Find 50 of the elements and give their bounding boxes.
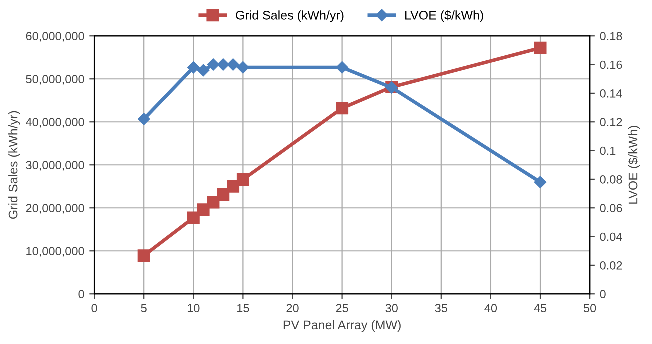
point	[534, 176, 547, 188]
x-tick-label: 25	[336, 304, 348, 313]
y2-tick-label: 0.1	[600, 146, 616, 156]
y2-tick-label: 0.14	[600, 89, 622, 98]
y-tick-label: 30,000,000	[26, 161, 84, 171]
point	[336, 102, 349, 115]
y2-tick-label: 0	[600, 290, 606, 299]
point	[188, 62, 200, 74]
x-tick-label: 40	[484, 304, 498, 313]
y2-tick-label: 0.16	[600, 60, 622, 70]
x-axis-title: PV Panel Array (MW)	[284, 320, 401, 332]
y2-axis-title: LVOE ($/kWh)	[628, 126, 640, 204]
x-tick-label: 20	[286, 304, 299, 313]
legend-label: Grid Sales (kWh/yr)	[236, 10, 344, 22]
y-tick-label: 40,000,000	[26, 118, 84, 128]
point	[227, 180, 240, 193]
point	[336, 62, 348, 74]
y-tick-label: 10,000,000	[26, 247, 84, 257]
x-tick-label: 0	[92, 304, 98, 313]
x-tick-label: 45	[534, 304, 547, 313]
y2-tick-label: 0.08	[600, 175, 622, 184]
y2-tick-label: 0.06	[600, 204, 622, 213]
x-tick-label: 50	[584, 304, 596, 313]
point	[217, 58, 230, 71]
y-tick-label: 0	[78, 290, 84, 299]
point	[237, 62, 250, 74]
x-tick-label: 35	[435, 304, 448, 313]
x-tick-label: 5	[141, 304, 147, 313]
y-axis-title: Grid Sales (kWh/yr)	[8, 111, 20, 220]
point	[197, 204, 210, 216]
point	[138, 113, 150, 126]
y-tick-label: 20,000,000	[26, 204, 84, 214]
x-tick-label: 10	[188, 304, 200, 313]
x-tick-label: 30	[386, 304, 398, 313]
point	[197, 64, 210, 77]
point	[138, 250, 150, 262]
legend-label: LVOE ($/kWh)	[406, 10, 484, 22]
point	[534, 42, 547, 54]
y-tick-label: 50,000,000	[26, 75, 84, 85]
y2-tick-label: 0.12	[600, 118, 622, 127]
point	[227, 58, 240, 71]
x-tick-label: 15	[238, 304, 250, 313]
y2-tick-label: 0.02	[600, 261, 622, 270]
point	[236, 173, 250, 186]
y-tick-label: 60,000,000	[26, 32, 84, 42]
y2-tick-label: 0.04	[600, 232, 622, 242]
point	[187, 212, 200, 224]
y2-tick-label: 0.18	[600, 32, 622, 41]
point	[207, 196, 220, 209]
point	[217, 188, 230, 202]
